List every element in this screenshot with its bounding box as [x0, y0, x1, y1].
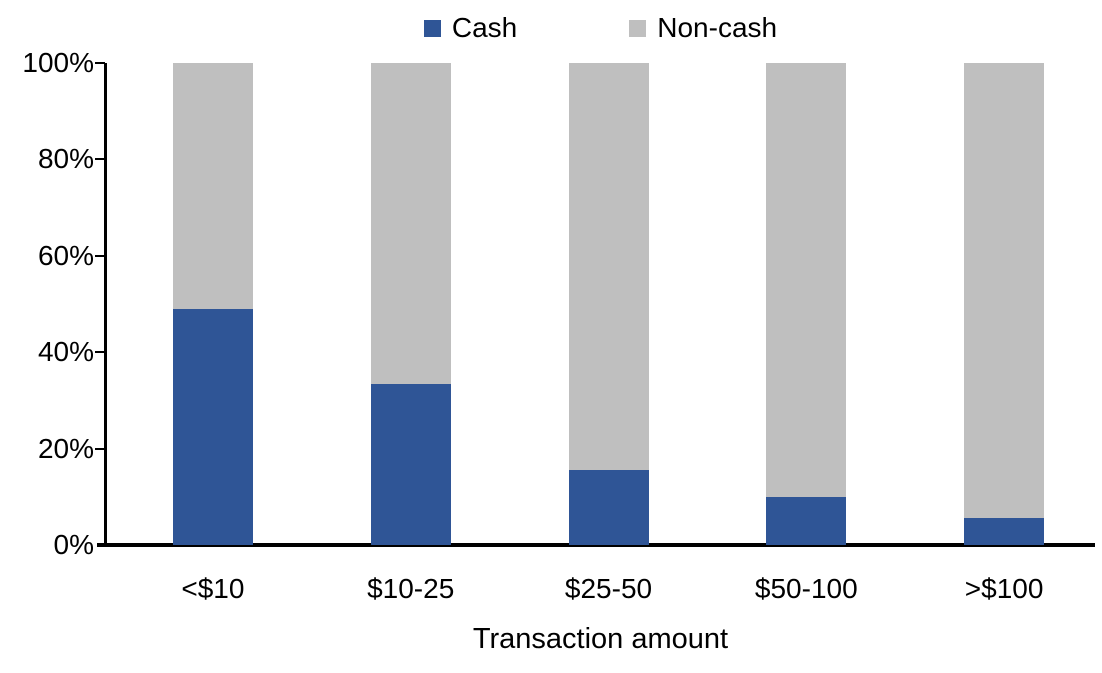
- x-axis-line: [97, 543, 1095, 547]
- y-axis-tick: [95, 351, 105, 354]
- x-category-label: $10-25: [367, 573, 455, 604]
- y-axis-tick: [95, 62, 105, 64]
- bar-segment-non-cash: [964, 63, 1045, 519]
- y-axis-label: 20%: [37, 432, 94, 464]
- bar-segment-cash: [370, 383, 451, 545]
- x-axis-title: Transaction amount: [472, 623, 729, 655]
- legend-label: Non-cash: [657, 12, 778, 43]
- bar-segment-non-cash: [370, 63, 451, 384]
- x-category-label: >$100: [964, 573, 1044, 604]
- bar-segment-cash: [568, 470, 649, 545]
- legend-swatch-icon: [629, 19, 647, 37]
- x-category-label: $50-100: [754, 573, 858, 604]
- y-axis-label: 40%: [37, 336, 94, 368]
- bar-segment-cash: [766, 496, 847, 545]
- y-axis-tick: [95, 158, 105, 161]
- x-category-label: $25-50: [564, 573, 653, 604]
- legend-item-cash: Cash: [423, 11, 518, 45]
- legend-item-non-cash: Non-cash: [629, 11, 777, 45]
- bar-segment-cash: [172, 308, 253, 545]
- y-axis-label: 80%: [37, 143, 94, 175]
- bar-segment-cash: [964, 518, 1045, 545]
- bar-segment-non-cash: [766, 63, 847, 497]
- legend-label: Cash: [451, 12, 518, 43]
- legend: Cash Non-cash: [106, 10, 1095, 46]
- y-axis-label: 60%: [37, 239, 94, 271]
- bar-segment-non-cash: [568, 63, 649, 471]
- bar-segment-non-cash: [172, 63, 253, 309]
- y-axis-label: 0%: [53, 529, 94, 560]
- y-axis-line: [104, 63, 107, 545]
- legend-swatch-icon: [423, 19, 441, 37]
- y-axis-tick: [95, 254, 105, 257]
- x-category-label: <$10: [181, 573, 245, 604]
- y-axis-label: 100%: [22, 47, 94, 78]
- y-axis-tick: [95, 447, 105, 450]
